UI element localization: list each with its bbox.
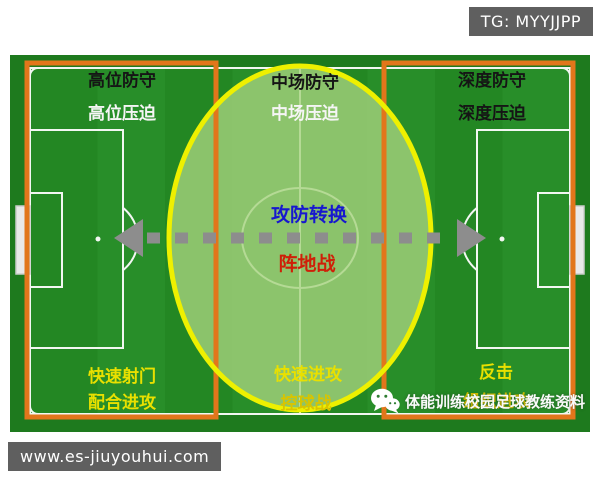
url-badge: www.es-jiuyouhui.com: [8, 442, 222, 471]
right-zone-press-label: 深度压迫: [458, 103, 527, 124]
corner-arc: [561, 405, 571, 415]
middle-zone-defense-label: 中场防守: [271, 72, 339, 93]
right-zone-attack2-label: 组织进攻: [463, 391, 532, 412]
left-zone-attack1-label: 快速射门: [88, 366, 156, 387]
wechat-icon: [371, 388, 400, 414]
watermark: 体能训练校园足球教练资料: [370, 388, 585, 414]
arrow-head-right-icon: [457, 219, 486, 257]
tg-badge: TG: MYYJJPP: [468, 7, 593, 36]
corner-arc: [29, 405, 39, 415]
right-zone-defense-label: 深度防守: [458, 70, 526, 91]
left-penalty-spot: [95, 236, 101, 242]
middle-zone-attack2-label: 控球战: [281, 393, 332, 414]
left-zone-defense-label: 高位防守: [88, 70, 156, 91]
transition-label: 攻防转换: [271, 203, 348, 226]
positional-play-label: 阵地战: [278, 252, 335, 275]
right-penalty-spot: [499, 236, 505, 242]
left-zone-attack2-label: 配合进攻: [88, 392, 157, 413]
right-zone-attack1-label: 反击: [479, 362, 513, 383]
arrow-head-left-icon: [114, 219, 143, 257]
football-pitch-diagram: 高位防守 高位压迫 中场防守 中场压迫 深度防守 深度压迫 攻防转换 阵地战 快…: [10, 55, 590, 432]
corner-arc: [29, 67, 39, 77]
middle-zone-attack1-label: 快速进攻: [274, 364, 343, 385]
corner-arc: [561, 67, 571, 77]
mow-stripe: [502, 68, 570, 414]
transition-arrow: [114, 219, 486, 257]
left-zone-press-label: 高位压迫: [88, 103, 157, 124]
middle-zone-press-label: 中场压迫: [271, 103, 340, 124]
watermark-text: 体能训练校园足球教练资料: [405, 392, 586, 411]
